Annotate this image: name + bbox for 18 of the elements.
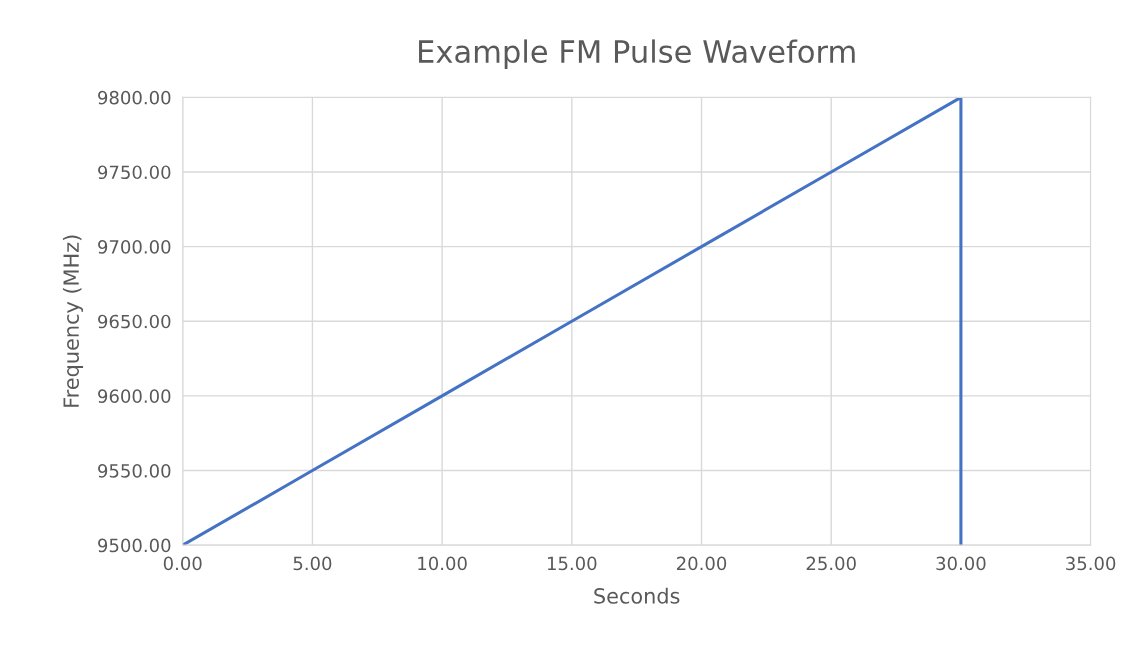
- y-tick-label: 9550.00: [98, 463, 171, 478]
- x-tick-label: 5.00: [293, 556, 332, 571]
- y-tick-label: 9500.00: [98, 538, 171, 553]
- x-axis-title: Seconds: [594, 587, 680, 604]
- x-tick-label: 30.00: [936, 556, 986, 571]
- x-tick-label: 15.00: [547, 556, 597, 571]
- x-tick-label: 0.00: [163, 556, 202, 571]
- y-axis-title: Frequency (MHz): [62, 235, 84, 407]
- x-tick-label: 20.00: [676, 556, 727, 571]
- x-tick-label: 10.00: [418, 556, 467, 571]
- y-tick-label: 9700.00: [98, 240, 171, 254]
- y-tick-label: 9800.00: [98, 90, 171, 105]
- y-tick-label: 9650.00: [98, 314, 171, 329]
- chart-title: Example FM Pulse Waveform: [419, 39, 855, 69]
- y-tick-label: 9600.00: [98, 389, 171, 404]
- x-tick-label: 35.00: [1066, 556, 1116, 571]
- y-tick-label: 9750.00: [98, 165, 171, 180]
- x-tick-label: 25.00: [806, 556, 856, 571]
